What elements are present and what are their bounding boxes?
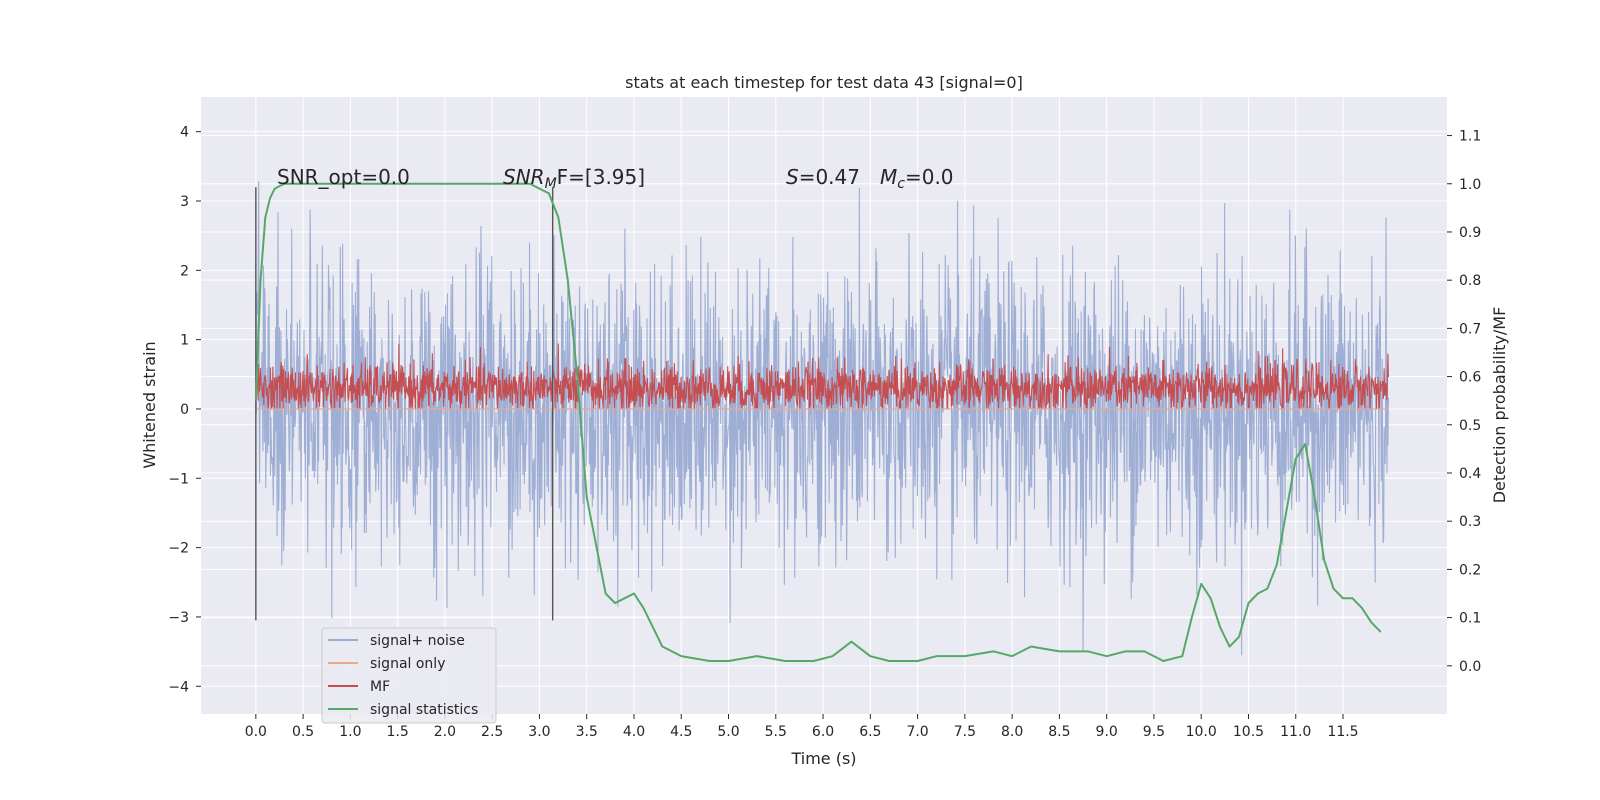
legend-label-signal-noise: signal+ noise [370, 633, 465, 649]
series-line-signal-noise [255, 181, 1389, 656]
annotation-s-symbol: S [786, 165, 799, 189]
x-tick-label: 0.5 [292, 724, 314, 740]
annotation-mc-subscript: c [897, 176, 905, 192]
y-tick-label: −2 [168, 541, 189, 557]
chart-title: stats at each timestep for test data 43 … [625, 73, 1023, 92]
x-tick-label: 11.5 [1327, 724, 1358, 740]
annotation-mc-symbol: M [880, 165, 897, 189]
y-tick-label: −1 [168, 471, 189, 487]
legend-label-mf: MF [370, 679, 390, 695]
y-tick-label: 0 [180, 402, 189, 418]
y-tick-label: −4 [168, 679, 189, 695]
annotation-mc-value: =0.0 [905, 165, 954, 189]
x-tick-label: 2.0 [434, 724, 456, 740]
x-tick-label: 5.5 [765, 724, 787, 740]
legend-box [321, 627, 497, 724]
y2-tick-label: 0.1 [1459, 611, 1481, 627]
x-tick-label: 4.5 [670, 724, 692, 740]
annotation-snr-mf: SNRMF=[3.95] [503, 165, 645, 192]
y2-tick-label: 0.5 [1459, 418, 1481, 434]
x-tick-label: 8.5 [1048, 724, 1070, 740]
y-tick-label: 2 [180, 263, 189, 279]
y2-tick-label: 0.4 [1459, 466, 1481, 482]
x-tick-label: 6.0 [812, 724, 834, 740]
x-tick-label: 10.0 [1186, 724, 1217, 740]
y2-tick-label: 0.8 [1459, 273, 1481, 289]
y2-tick-label: 0.3 [1459, 514, 1481, 530]
y2-axis-label: Detection probability/MF [1490, 307, 1509, 504]
x-tick-label: 7.0 [906, 724, 928, 740]
x-tick-label: 7.5 [954, 724, 976, 740]
x-tick-label: 1.5 [387, 724, 409, 740]
series-line-mf [255, 343, 1389, 410]
annotation-s-value: =0.47 [799, 165, 860, 189]
x-tick-label: 1.0 [339, 724, 361, 740]
x-tick-label: 0.0 [245, 724, 267, 740]
legend: signal+ noise signal only MF signal stat… [321, 627, 497, 724]
annotation-snr-mf-symbol: SNR [503, 165, 545, 189]
x-tick-label: 11.0 [1280, 724, 1311, 740]
annotation-mc: Mc=0.0 [880, 165, 954, 192]
y-tick-label: 4 [180, 125, 189, 141]
y-tick-labels: 4 3 2 1 0 −1 −2 −3 −4 [168, 125, 201, 695]
y-tick-label: 1 [180, 333, 189, 349]
x-tick-label: 5.0 [717, 724, 739, 740]
x-tick-label: 9.0 [1096, 724, 1118, 740]
y2-tick-label: 0.7 [1459, 321, 1481, 337]
x-axis-label: Time (s) [790, 749, 856, 768]
legend-label-signal-only: signal only [370, 656, 445, 672]
annotation-snr-mf-value: F=[3.95] [557, 165, 645, 189]
y2-tick-label: 0.2 [1459, 562, 1481, 578]
y2-tick-label: 0.9 [1459, 225, 1481, 241]
y-tick-label: 3 [180, 194, 189, 210]
x-tick-label: 3.5 [576, 724, 598, 740]
y2-tick-labels: 1.1 1.0 0.9 0.8 0.7 0.6 0.5 0.4 0.3 0.2 0.1 0.0 [1447, 129, 1481, 675]
legend-label-signal-statistics: signal statistics [370, 702, 478, 718]
y2-tick-label: 1.0 [1459, 177, 1481, 193]
x-tick-labels: 0.0 0.5 1.0 1.5 2.0 2.5 3.0 3.5 4.0 4.5 5.0 5.5 6.0 6… [245, 714, 1359, 740]
annotation-s: S=0.47 [786, 165, 860, 189]
series-line-signal-statistics [254, 182, 1382, 662]
annotation-snr-mf-subscript: M [545, 176, 557, 192]
x-tick-label: 2.5 [481, 724, 503, 740]
y-tick-label: −3 [168, 610, 189, 626]
x-tick-label: 10.5 [1233, 724, 1264, 740]
vertical-markers [255, 187, 554, 621]
y2-tick-label: 0.0 [1459, 659, 1481, 675]
series-signal-noise [255, 181, 1389, 656]
x-tick-label: 4.0 [623, 724, 645, 740]
annotation-snr-opt: SNR_opt=0.0 [277, 165, 410, 189]
x-tick-label: 6.5 [859, 724, 881, 740]
series-signal-statistics [254, 182, 1382, 662]
y-axis-label: Whitened strain [140, 341, 159, 468]
x-tick-label: 9.5 [1143, 724, 1165, 740]
series-mf [255, 343, 1389, 410]
x-tick-label: 3.0 [528, 724, 550, 740]
y2-tick-label: 1.1 [1459, 129, 1481, 145]
y2-tick-label: 0.6 [1459, 370, 1481, 386]
x-tick-label: 8.0 [1001, 724, 1023, 740]
